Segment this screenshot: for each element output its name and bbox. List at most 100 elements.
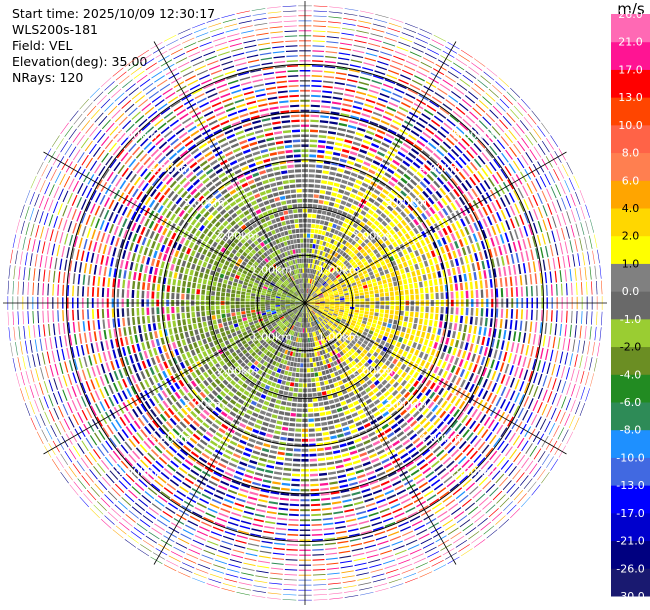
velocity-gate <box>520 251 525 262</box>
velocity-gate <box>419 167 428 175</box>
velocity-gate <box>571 310 573 324</box>
velocity-gate <box>366 220 373 227</box>
velocity-gate <box>365 549 378 554</box>
velocity-gate <box>397 376 404 384</box>
velocity-gate <box>360 298 365 302</box>
velocity-gate <box>309 468 318 472</box>
velocity-gate <box>322 431 329 436</box>
velocity-gate <box>460 49 473 58</box>
velocity-gate <box>397 230 403 238</box>
velocity-gate <box>311 264 315 269</box>
velocity-gate <box>317 283 322 288</box>
velocity-gate <box>229 347 235 354</box>
velocity-gate <box>135 447 144 457</box>
velocity-gate <box>554 323 558 336</box>
velocity-gate <box>294 377 299 383</box>
velocity-gate <box>475 308 479 317</box>
velocity-gate <box>339 373 345 379</box>
velocity-gate <box>104 515 115 525</box>
velocity-gate <box>399 285 404 291</box>
velocity-gate <box>302 317 304 323</box>
velocity-gate <box>291 372 296 377</box>
velocity-gate <box>380 297 385 301</box>
velocity-gate <box>306 353 310 358</box>
velocity-gate <box>412 188 420 196</box>
velocity-gate <box>196 502 207 509</box>
velocity-gate <box>322 338 327 344</box>
velocity-gate <box>379 146 388 153</box>
velocity-gate <box>267 314 273 319</box>
velocity-gate <box>312 269 315 275</box>
velocity-gate <box>287 432 295 437</box>
velocity-gate <box>379 288 384 293</box>
instrument-label: WLS200s-181 <box>12 22 98 37</box>
velocity-gate <box>381 398 389 406</box>
velocity-gate <box>342 195 349 201</box>
velocity-gate <box>575 223 580 237</box>
velocity-gate <box>368 197 375 204</box>
velocity-gate <box>308 295 312 300</box>
velocity-gate <box>499 119 509 130</box>
velocity-gate <box>313 407 319 412</box>
velocity-gate <box>326 227 332 232</box>
velocity-gate <box>334 308 340 311</box>
velocity-gate <box>289 351 294 356</box>
velocity-gate <box>371 484 381 490</box>
velocity-gate <box>314 305 320 308</box>
velocity-gate <box>123 414 131 424</box>
velocity-gate <box>412 209 419 217</box>
velocity-gate <box>310 124 319 128</box>
velocity-gate <box>429 498 440 506</box>
velocity-gate <box>329 318 335 323</box>
velocity-gate <box>347 231 353 237</box>
velocity-gate <box>327 206 333 212</box>
velocity-gate <box>387 323 392 329</box>
velocity-gate <box>268 402 275 408</box>
velocity-gate <box>367 333 373 339</box>
velocity-gate <box>489 434 497 445</box>
velocity-gate <box>126 388 133 398</box>
velocity-gate <box>382 322 387 327</box>
velocity-gate <box>369 294 375 298</box>
velocity-gate <box>305 333 308 338</box>
velocity-gate <box>169 384 177 393</box>
velocity-gate <box>496 171 504 182</box>
velocity-gate <box>321 95 332 99</box>
velocity-gate <box>327 290 333 294</box>
velocity-gate <box>315 303 320 305</box>
velocity-gate <box>260 426 268 432</box>
velocity-gate <box>375 13 389 18</box>
velocity-gate <box>350 115 360 120</box>
velocity-gate <box>439 314 444 321</box>
velocity-gate <box>140 544 152 552</box>
velocity-gate <box>277 517 288 521</box>
velocity-gate <box>292 367 297 372</box>
velocity-gate <box>374 133 384 140</box>
velocity-gate <box>334 177 342 183</box>
velocity-gate <box>327 577 341 580</box>
velocity-gate <box>535 248 539 260</box>
velocity-gate <box>307 317 310 323</box>
velocity-gate <box>309 352 312 358</box>
velocity-gate <box>250 400 258 406</box>
velocity-gate <box>482 480 492 490</box>
velocity-gate <box>345 352 350 358</box>
velocity-gate <box>207 540 219 546</box>
velocity-gate <box>416 184 424 192</box>
velocity-gate <box>351 188 359 194</box>
velocity-gate <box>492 421 500 432</box>
velocity-gate <box>414 336 419 343</box>
velocity-gate <box>241 434 249 441</box>
velocity-gate <box>237 379 244 386</box>
velocity-gate <box>344 595 359 598</box>
velocity-gate <box>343 394 350 400</box>
velocity-gate <box>45 427 53 440</box>
velocity-gate <box>295 428 302 432</box>
velocity-gate <box>317 290 322 295</box>
velocity-gate <box>464 462 474 472</box>
velocity-gate <box>193 465 202 472</box>
velocity-gate <box>348 533 360 537</box>
velocity-gate <box>474 83 485 92</box>
velocity-gate <box>491 258 496 268</box>
velocity-gate <box>255 508 266 513</box>
